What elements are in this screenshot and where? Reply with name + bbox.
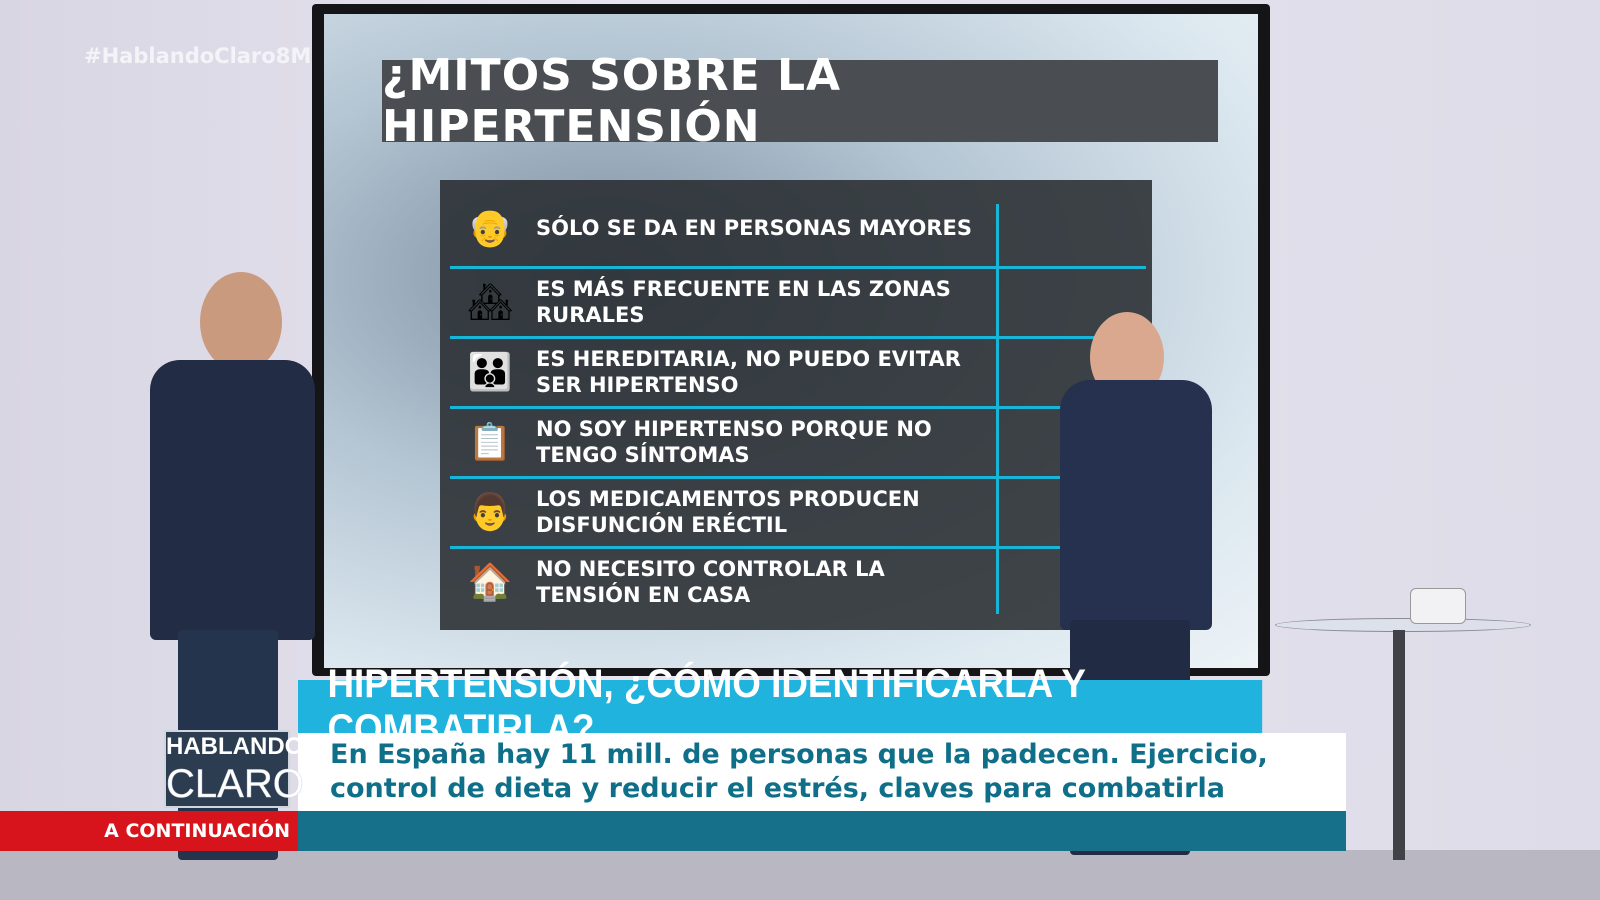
table-pole: [1393, 630, 1405, 860]
myth-row: 👴 SÓLO SE DA EN PERSONAS MAYORES: [450, 196, 1140, 260]
myth-text: LOS MEDICAMENTOS PRODUCEN DISFUNCIÓN ERÉ…: [536, 487, 920, 537]
myth-text: NO NECESITO CONTROLAR LA TENSIÓN EN CASA: [536, 557, 885, 607]
divider: [996, 204, 999, 614]
logo-text: HABLANDO: [166, 733, 304, 760]
myth-row: 🏘 ES MÁS FRECUENTE EN LAS ZONAS RURALES: [450, 270, 1140, 334]
myth-text: ES MÁS FRECUENTE EN LAS ZONAS RURALES: [536, 277, 951, 327]
divider: [450, 406, 1146, 409]
ticker-bar: [298, 811, 1346, 851]
rural-village-icon: 🏘: [467, 282, 513, 323]
divider: [450, 336, 1146, 339]
myths-table: 👴 SÓLO SE DA EN PERSONAS MAYORES 🏘 ES MÁS …: [440, 180, 1152, 630]
subtitle: En España hay 11 mill. de personas que l…: [298, 733, 1346, 811]
myth-text: NO SOY HIPERTENSO PORQUE NO TENGO SÍNTOM…: [536, 417, 932, 467]
logo-text: CLARO: [166, 762, 304, 807]
next-label: A CONTINUACIÓN: [0, 811, 298, 851]
board-title: ¿MITOS SOBRE LA HIPERTENSIÓN: [382, 50, 1218, 152]
divider: [450, 546, 1146, 549]
myth-row: 👨 LOS MEDICAMENTOS PRODUCEN DISFUNCIÓN ER…: [450, 480, 1140, 544]
man-thinking-icon: 👨: [467, 492, 513, 533]
myth-text: SÓLO SE DA EN PERSONAS MAYORES: [536, 216, 973, 240]
blood-pressure-monitor: [1410, 588, 1466, 624]
house-icon: 🏠: [467, 562, 513, 603]
hashtag: #HablandoClaro8M: [84, 44, 312, 68]
myth-row: 👪 ES HEREDITARIA, NO PUEDO EVITAR SER HIP…: [450, 340, 1140, 404]
divider: [450, 266, 1146, 269]
heredity-family-icon: 👪: [467, 352, 513, 393]
myth-text: ES HEREDITARIA, NO PUEDO EVITAR SER HIPE…: [536, 347, 961, 397]
divider: [450, 476, 1146, 479]
clipboard-icon: 📋: [467, 422, 513, 463]
subtitle-line: En España hay 11 mill. de personas que l…: [330, 739, 1268, 770]
headline: HIPERTENSIÓN, ¿CÓMO IDENTIFICARLA Y COMB…: [298, 662, 1263, 751]
elderly-person-icon: 👴: [467, 208, 513, 249]
subtitle-line: control de dieta y reducir el estrés, cl…: [330, 773, 1225, 804]
show-logo: HABLANDO CLARO: [164, 730, 304, 808]
myth-row: 🏠 NO NECESITO CONTROLAR LA TENSIÓN EN CAS…: [450, 550, 1140, 614]
myth-row: 📋 NO SOY HIPERTENSO PORQUE NO TENGO SÍNTO…: [450, 410, 1140, 474]
